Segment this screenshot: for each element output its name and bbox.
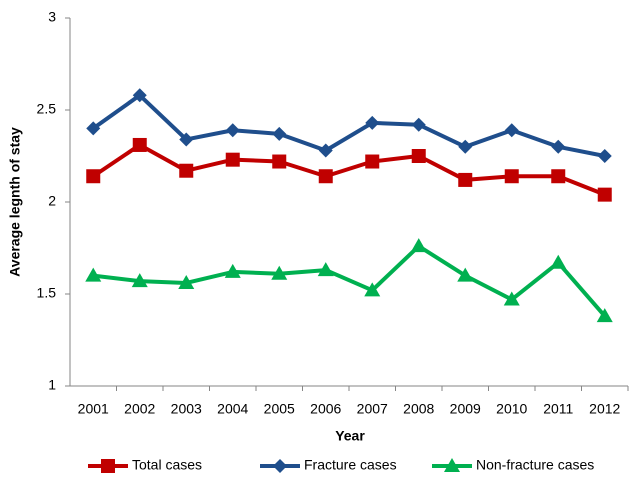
series-line <box>92 142 606 197</box>
x-tick-label: 2008 <box>403 401 434 417</box>
legend-marker <box>101 459 115 473</box>
point <box>411 149 426 163</box>
y-tick-label: 3 <box>48 9 56 25</box>
x-tick-label: 2004 <box>217 401 248 417</box>
point <box>597 149 612 163</box>
series-line <box>93 244 607 318</box>
point <box>597 187 612 202</box>
series-line <box>92 93 606 158</box>
point <box>365 115 380 130</box>
point <box>365 154 380 169</box>
point <box>457 267 474 282</box>
point <box>225 152 240 167</box>
x-tick-label: 2009 <box>450 401 481 417</box>
point <box>86 121 101 136</box>
point <box>86 169 101 184</box>
point <box>272 126 287 141</box>
point <box>224 263 241 278</box>
legend-marker <box>273 459 287 473</box>
legend-label: Total cases <box>132 457 202 473</box>
x-tick-label: 2007 <box>357 401 388 417</box>
point <box>550 254 567 269</box>
x-tick-label: 2012 <box>589 401 620 417</box>
legend-label: Fracture cases <box>304 457 397 473</box>
x-tick-label: 2003 <box>171 401 202 417</box>
legend-label: Non-fracture cases <box>476 457 594 473</box>
point <box>131 273 148 288</box>
point <box>318 143 333 158</box>
point <box>503 291 520 306</box>
legend-marker <box>444 458 460 472</box>
point <box>551 169 566 184</box>
point <box>504 123 519 138</box>
x-tick-label: 2001 <box>78 401 109 417</box>
x-tick-label: 2002 <box>124 401 155 417</box>
point <box>179 132 194 147</box>
point <box>272 154 287 169</box>
y-tick-label: 1 <box>48 377 56 393</box>
point <box>410 238 427 253</box>
point <box>551 139 566 154</box>
point <box>458 172 473 187</box>
x-tick-label: 2011 <box>543 401 573 417</box>
x-tick-label: 2010 <box>496 401 527 417</box>
point <box>364 282 381 297</box>
y-tick-label: 2 <box>48 193 56 209</box>
y-axis-title: Average legnth of stay <box>7 127 23 277</box>
point <box>317 262 334 277</box>
y-tick-label: 1.5 <box>37 285 57 301</box>
y-tick-label: 2.5 <box>37 101 57 117</box>
point <box>178 274 195 289</box>
point <box>318 169 333 184</box>
x-tick-label: 2006 <box>310 401 341 417</box>
point <box>132 137 147 152</box>
point <box>271 265 288 280</box>
point <box>596 308 613 323</box>
point <box>504 169 519 184</box>
point <box>458 139 473 154</box>
point <box>411 117 426 132</box>
x-tick-label: 2005 <box>264 401 295 417</box>
point <box>225 123 240 138</box>
point <box>85 267 102 282</box>
point <box>132 88 147 103</box>
point <box>179 163 194 178</box>
x-axis-title: Year <box>335 428 365 444</box>
